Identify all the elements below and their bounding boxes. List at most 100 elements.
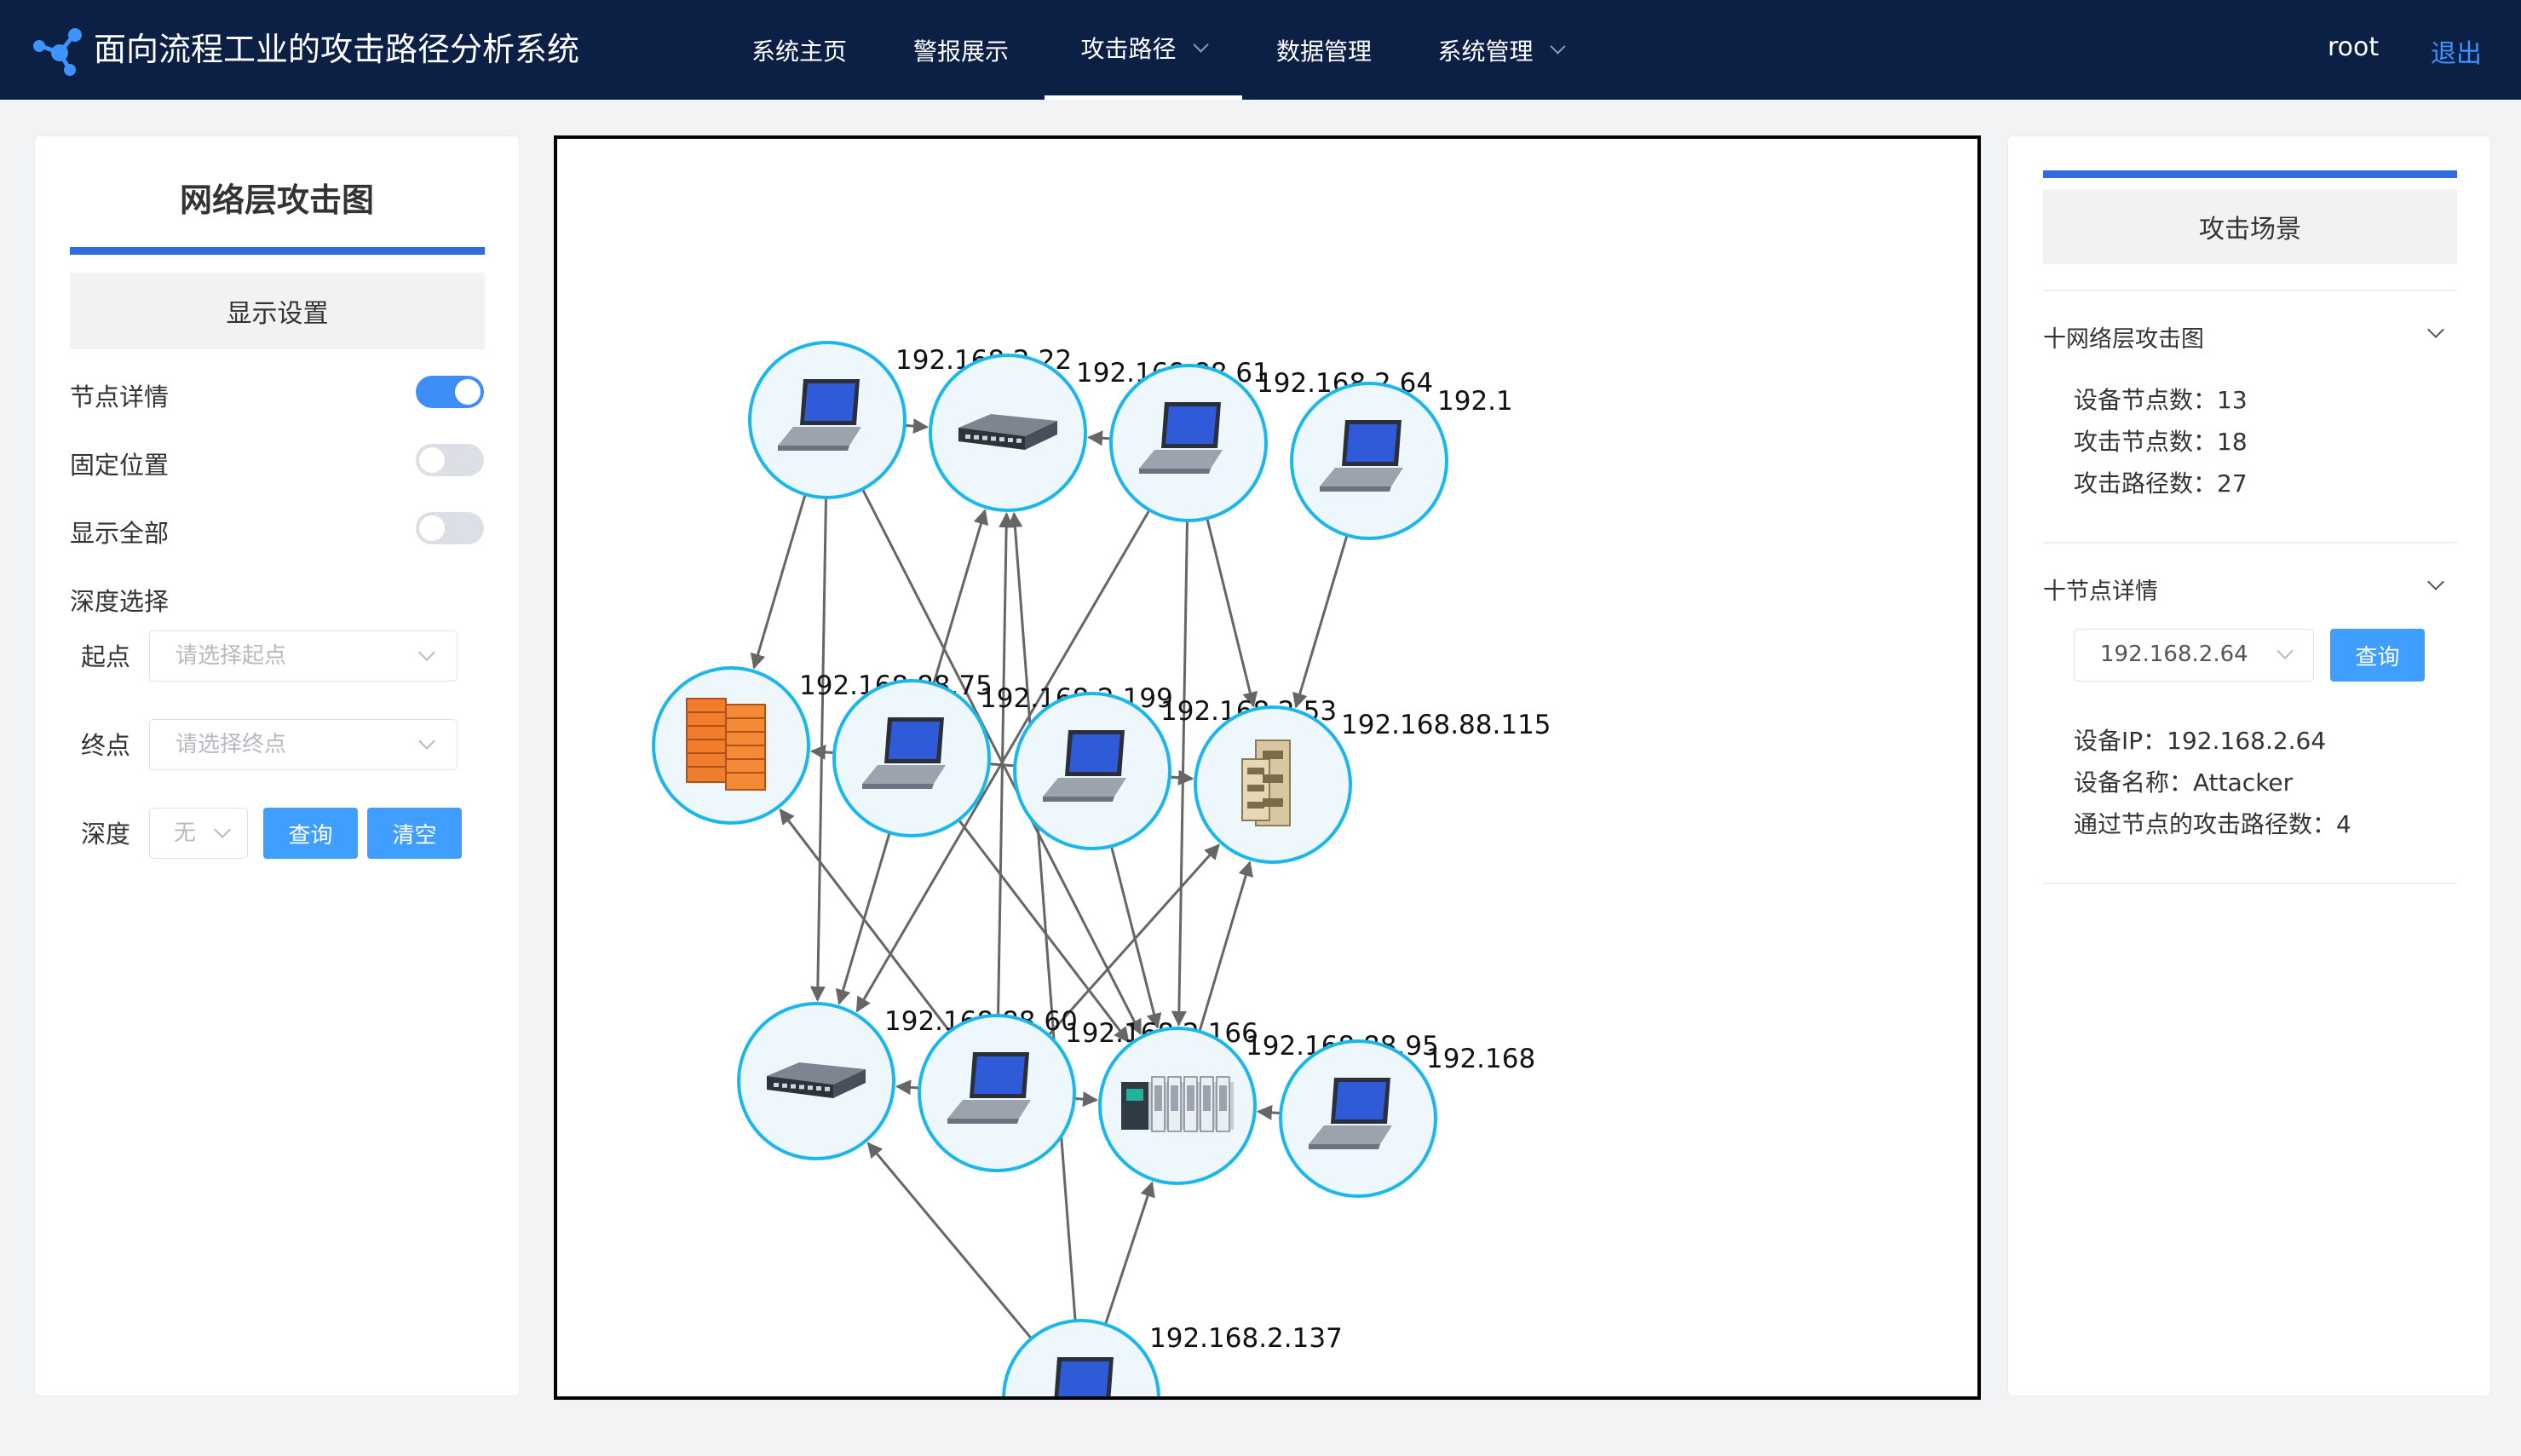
chevron-down-icon	[214, 821, 231, 838]
fixed-position-toggle[interactable]	[416, 444, 484, 476]
network-attack-graph-section-title[interactable]: 十网络层攻击图	[2043, 326, 2204, 353]
scene-top-line	[2043, 170, 2457, 178]
nav-system-management[interactable]: 系统管理	[1419, 0, 1581, 100]
node-details-toggle[interactable]	[416, 376, 484, 408]
chevron-down-icon	[418, 644, 435, 661]
switch-icon	[958, 414, 1057, 450]
nav-data-management-label: 数据管理	[1275, 37, 1372, 66]
plc-icon	[1121, 1076, 1234, 1132]
end-node-placeholder: 请选择终点	[176, 732, 287, 757]
attack-edge	[809, 744, 835, 760]
attack-edge	[1073, 1091, 1099, 1108]
stat-device-nodes: 设备节点数：13	[2074, 382, 2248, 416]
detail-device-ip: 设备IP：192.168.2.64	[2074, 722, 2326, 757]
toggle-knob	[419, 447, 445, 473]
depth-label: 深度	[81, 820, 131, 849]
laptop-icon	[778, 379, 861, 451]
toggle-knob	[455, 379, 481, 405]
attack-graph-svg[interactable]: 192.168.2.22192.168.88.61192.168.2.64192…	[557, 139, 1977, 1396]
depth-select[interactable]: 无	[149, 808, 248, 859]
depth-value: 无	[174, 820, 197, 846]
server-icon	[1241, 740, 1291, 826]
display-settings-header[interactable]: 显示设置	[70, 273, 485, 349]
attack-scene-header[interactable]: 攻击场景	[2043, 189, 2457, 264]
divider	[2043, 883, 2457, 884]
attack-edge	[1047, 843, 1220, 1037]
attack-edge	[1171, 520, 1189, 1027]
attack-edge	[997, 512, 1015, 1016]
start-node-select[interactable]: 请选择起点	[149, 630, 458, 682]
nav-alerts-label: 警报展示	[912, 37, 1009, 66]
stat-value: 18	[2217, 428, 2248, 456]
graph-node-laptop[interactable]: 192.1	[1290, 382, 1513, 540]
laptop-icon	[1309, 1078, 1392, 1149]
divider	[2043, 542, 2457, 544]
username: root	[2328, 32, 2380, 62]
toggle-label-node-details: 节点详情	[70, 383, 170, 411]
nodes-layer: 192.168.2.22192.168.88.61192.168.2.64192…	[652, 341, 1551, 1396]
depth-query-button[interactable]: 查询	[263, 808, 358, 859]
graph-node-laptop[interactable]: 192.168	[1279, 1039, 1535, 1198]
app-title: 面向流程工业的攻击路径分析系统	[94, 31, 580, 68]
attack-edge	[904, 418, 930, 434]
app-logo-icon	[33, 28, 82, 76]
attack-edge	[932, 509, 989, 685]
stat-value: 13	[2217, 386, 2248, 414]
laptop-icon	[1054, 1357, 1114, 1396]
detail-device-name: 设备名称：Attacker	[2074, 764, 2293, 798]
graph-node-switch[interactable]: 192.168.88.61	[929, 354, 1269, 512]
nav-alerts[interactable]: 警报展示	[893, 0, 1029, 100]
detail-value: 192.168.2.64	[2167, 727, 2327, 755]
toggle-label-show-all: 显示全部	[70, 519, 170, 548]
depth-selection-heading: 深度选择	[70, 587, 170, 616]
node-select[interactable]: 192.168.2.64	[2074, 629, 2314, 682]
attack-edge	[1104, 1181, 1155, 1326]
stat-attack-nodes: 攻击节点数：18	[2074, 423, 2248, 458]
attack-edge	[779, 809, 951, 1033]
toggle-knob	[419, 515, 445, 541]
attack-graph-canvas[interactable]: 192.168.2.22192.168.88.61192.168.2.64192…	[554, 135, 1981, 1400]
logout-link[interactable]: 退出	[2431, 39, 2482, 69]
chevron-down-icon	[1192, 36, 1209, 53]
nav-data-management[interactable]: 数据管理	[1256, 0, 1392, 100]
chevron-down-icon[interactable]	[2427, 573, 2444, 590]
chevron-down-icon	[1549, 38, 1566, 55]
stat-attack-paths: 攻击路径数：27	[2074, 465, 2248, 499]
node-query-button[interactable]: 查询	[2330, 629, 2425, 682]
node-details-section-title[interactable]: 十节点详情	[2043, 578, 2158, 605]
node-label: 192.1	[1437, 386, 1513, 417]
edges-layer	[750, 418, 1349, 1340]
chevron-down-icon[interactable]	[2427, 321, 2444, 338]
detail-value: Attacker	[2193, 768, 2294, 797]
detail-label: 通过节点的攻击路径数：	[2074, 810, 2337, 838]
laptop-icon	[1139, 402, 1223, 474]
detail-label: 设备名称：	[2074, 768, 2194, 797]
panel-title: 网络层攻击图	[179, 181, 374, 219]
attack-edge	[809, 497, 827, 1002]
attack-edge	[1087, 430, 1112, 446]
graph-node-laptop[interactable]: 192.168.2.64	[1109, 364, 1433, 522]
laptop-icon	[862, 717, 946, 789]
stat-label: 攻击路径数：	[2074, 469, 2218, 498]
attack-edge	[1256, 1104, 1281, 1120]
graph-node-server[interactable]: 192.168.88.115	[1194, 705, 1551, 864]
start-node-placeholder: 请选择起点	[176, 643, 287, 669]
nav-home[interactable]: 系统主页	[731, 0, 867, 100]
toggle-label-fixed-position: 固定位置	[70, 451, 170, 480]
depth-clear-button[interactable]: 清空	[367, 808, 462, 859]
switch-icon	[767, 1062, 866, 1098]
stat-value: 27	[2217, 469, 2248, 498]
end-node-select[interactable]: 请选择终点	[149, 719, 458, 770]
show-all-toggle[interactable]	[416, 512, 484, 544]
node-label: 192.168	[1426, 1044, 1535, 1074]
attack-edge	[866, 1142, 1033, 1340]
nav-attack-path[interactable]: 攻击路径	[1045, 0, 1242, 100]
graph-node-laptop[interactable]: 192.168.2.137	[1002, 1319, 1343, 1396]
start-label: 起点	[81, 642, 131, 671]
graph-node-laptop[interactable]: 192.168.2.22	[748, 341, 1072, 499]
graph-node-switch[interactable]: 192.168.88.60	[737, 1002, 1078, 1160]
laptop-icon	[1320, 420, 1403, 492]
attack-edge	[1198, 860, 1253, 1033]
left-panel: 网络层攻击图 显示设置 节点详情 固定位置 显示全部 深度选择 起点 请选择起点…	[34, 135, 520, 1396]
attack-edge	[958, 819, 1130, 1043]
